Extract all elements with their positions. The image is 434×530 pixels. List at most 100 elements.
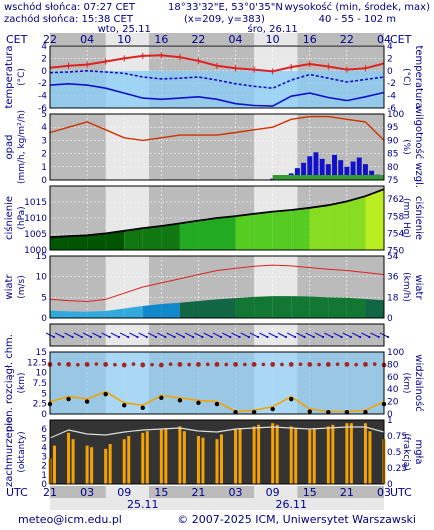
- left-tick-label: 0: [41, 480, 47, 490]
- wind-direction-head: [359, 335, 362, 339]
- right-tick-label: 762: [387, 195, 404, 205]
- panel-precip-night: [148, 114, 255, 180]
- panel-frame: [49, 45, 385, 109]
- fog-bar-mid: [145, 431, 149, 484]
- pressure-right-label: ciśnienie: [413, 196, 425, 240]
- cloud-base-dot: [103, 391, 108, 397]
- fog-bar: [234, 429, 238, 484]
- fog-bar: [252, 426, 256, 484]
- clouds-right-unit: (frakcja): [401, 433, 411, 471]
- wind-direction-arrow: [296, 332, 305, 338]
- wind-area-segment: [365, 298, 384, 318]
- pressure-area-segment: [309, 205, 329, 250]
- visibility-left-unit: (km): [17, 372, 27, 393]
- wind-direction-head: [331, 335, 334, 339]
- precip-bar: [325, 164, 331, 180]
- pressure-area-segment: [254, 211, 273, 250]
- wind-direction-head: [182, 335, 185, 339]
- cloud-base-dot: [289, 396, 294, 402]
- temperature-series-line: [49, 69, 385, 90]
- fog-bar: [215, 439, 219, 484]
- cloud-base-dot: [196, 400, 201, 406]
- hour-top-label: 22: [191, 33, 205, 46]
- wind-direction-head: [164, 335, 167, 339]
- fog-bar: [196, 436, 200, 484]
- hour-bottom-label: 15: [303, 486, 317, 499]
- cloud-base-dot: [251, 409, 257, 415]
- humidity-dot-fine: [215, 362, 219, 366]
- wind-direction-head: [229, 335, 232, 339]
- temperature-right-unit: (°C): [401, 68, 411, 86]
- wind-direction-head: [108, 335, 111, 339]
- pressure-area-segment: [346, 196, 366, 250]
- wind-direction-arrow: [212, 332, 222, 338]
- left-tick-label: 7.5: [33, 379, 47, 389]
- left-tick-label: 0: [41, 410, 47, 420]
- hour-top-label: 10: [266, 33, 280, 46]
- cloud-base-dot: [307, 409, 312, 414]
- left-tick-label: 4: [41, 42, 47, 52]
- pressure-area-segment: [217, 216, 236, 250]
- wind-direction-head: [62, 335, 65, 339]
- humidity-dot-fine: [103, 362, 108, 367]
- panel-winddir-night: [297, 324, 384, 346]
- right-tick-label: 85: [387, 150, 398, 160]
- visibility-right-label: widzialność: [413, 354, 425, 411]
- wind-direction-arrow: [231, 332, 240, 338]
- fog-bar: [308, 429, 312, 484]
- pressure-area-segment: [291, 207, 310, 250]
- wind-area-segment: [161, 302, 180, 318]
- fog-bar: [326, 426, 330, 484]
- fog-bar-mid: [331, 424, 335, 484]
- humidity-dot-fine: [270, 362, 275, 367]
- wind-area-segment: [87, 310, 106, 318]
- left-tick-label: 2: [41, 462, 47, 472]
- humidity-dot-fine: [243, 362, 247, 367]
- left-tick-label: 1015: [24, 198, 47, 208]
- wind-direction-arrow: [64, 332, 73, 338]
- wind-direction-head: [90, 335, 93, 339]
- wind-direction-head: [303, 335, 306, 339]
- hour-bottom-label: 21: [340, 486, 354, 499]
- right-tick-label: 4: [387, 42, 393, 52]
- humidity-dot-fine: [289, 362, 294, 366]
- wind-direction-head: [294, 335, 297, 339]
- fog-bar-mid: [90, 447, 94, 484]
- humidity-dot-fine: [131, 362, 136, 366]
- hour-bottom-label: 15: [154, 486, 168, 499]
- hour-bottom-label: 03: [80, 486, 94, 499]
- temperature-below-zero: [50, 70, 384, 108]
- humidity-dot-fine: [159, 362, 164, 367]
- wind-direction-head: [219, 335, 223, 339]
- pressure-area-segment: [124, 228, 143, 250]
- left-tick-label: 15: [36, 252, 47, 262]
- left-tick-label: 10: [36, 369, 48, 379]
- timeline-top-night: [297, 33, 384, 45]
- wind-direction-arrow: [101, 332, 110, 338]
- elevation-label: wysokość (min, środek, max): [284, 2, 430, 13]
- right-tick-label: 0.25: [387, 464, 407, 474]
- fog-bar-mid: [294, 428, 298, 484]
- right-tick-label: 758: [387, 212, 404, 222]
- cloud-base-dot: [233, 409, 238, 415]
- right-tick-label: 0.5: [387, 448, 401, 458]
- right-tick-label: 2: [387, 54, 393, 64]
- wind-area-segment: [346, 297, 366, 318]
- wind-direction-head: [349, 335, 352, 339]
- panel-frame: [49, 185, 385, 251]
- footer-email[interactable]: meteo@icm.edu.pl: [18, 513, 122, 526]
- wind-area-segment: [142, 303, 162, 318]
- right-tick-label: 100: [387, 110, 404, 120]
- fog-bar-mid: [312, 428, 316, 484]
- left-tick-label: 5: [41, 434, 47, 444]
- humidity-dot-fine: [233, 362, 238, 367]
- wind-direction-arrow: [259, 332, 268, 338]
- panel-frame: [49, 323, 385, 347]
- wind-direction-head: [340, 335, 343, 339]
- wind-direction-head: [284, 335, 288, 339]
- timeline-top-night: [50, 33, 106, 45]
- wind-direction-head: [52, 335, 56, 339]
- left-tick-label: 0: [41, 176, 47, 186]
- wind-direction-head: [127, 335, 130, 339]
